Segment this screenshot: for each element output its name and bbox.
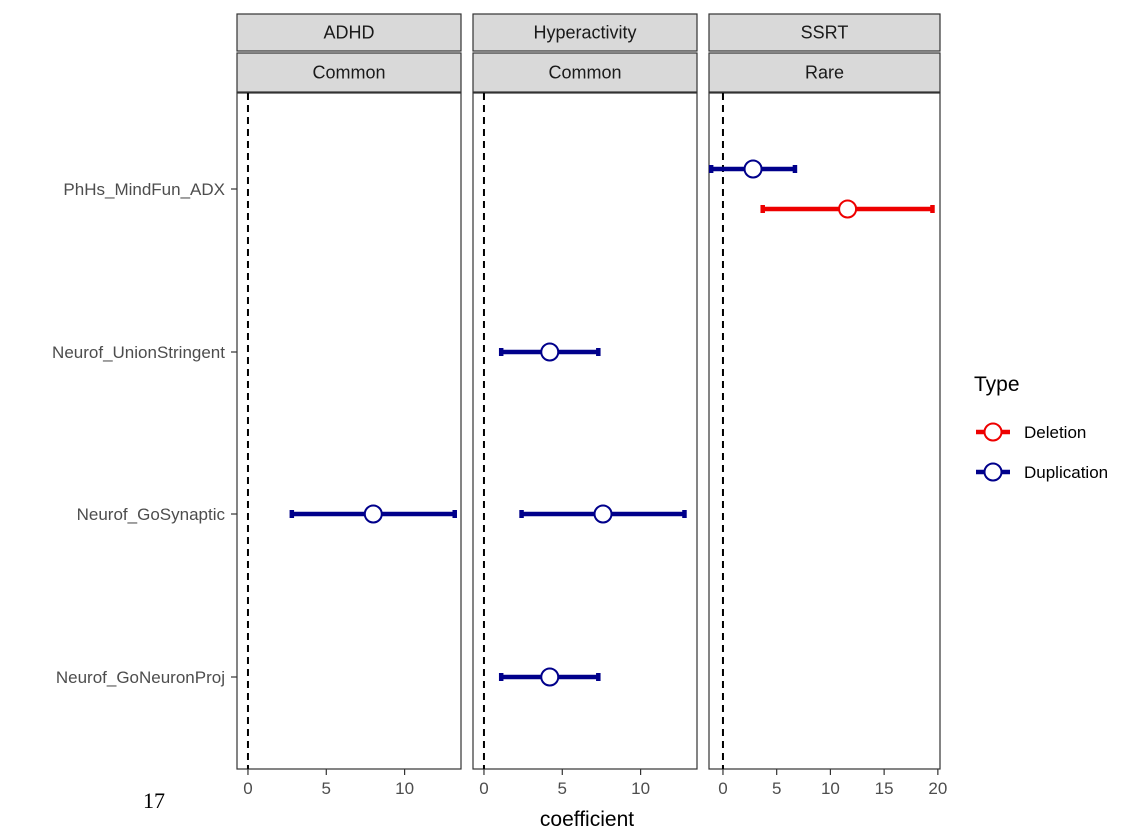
strip-bottom-label: Common bbox=[312, 63, 385, 83]
panel-3: SSRT Rare 0 5 10 15 20 bbox=[708, 13, 947, 798]
strip-top-box bbox=[708, 13, 941, 52]
x-tick-label: 0 bbox=[479, 779, 488, 798]
data-point-duplication bbox=[498, 667, 601, 687]
y-tick-label: Neurof_GoNeuronProj bbox=[56, 668, 225, 687]
data-point-duplication bbox=[708, 159, 798, 179]
x-tick-label: 5 bbox=[558, 779, 567, 798]
y-tick-label: Neurof_GoSynaptic bbox=[77, 505, 226, 524]
estimate-point bbox=[363, 504, 383, 524]
x-tick-label: 15 bbox=[875, 779, 894, 798]
strip-top-box bbox=[472, 13, 698, 52]
x-tick-label: 0 bbox=[243, 779, 252, 798]
legend-entry-deletion: Deletion bbox=[976, 422, 1086, 442]
strip-top-label: Hyperactivity bbox=[533, 23, 636, 43]
estimate-point bbox=[540, 342, 560, 362]
y-tick-label: Neurof_UnionStringent bbox=[52, 343, 225, 362]
panel-border bbox=[236, 92, 462, 770]
legend-label: Deletion bbox=[1024, 423, 1086, 442]
data-point-duplication bbox=[519, 504, 687, 524]
strip-top-label: SSRT bbox=[801, 23, 849, 43]
panel-2: Hyperactivity Common 0 5 10 bbox=[472, 13, 698, 798]
data-point-duplication bbox=[289, 504, 457, 524]
estimate-point bbox=[540, 667, 560, 687]
x-tick-label: 0 bbox=[718, 779, 727, 798]
legend-title: Type bbox=[974, 373, 1020, 396]
panel-1: ADHD Common 0 5 10 bbox=[236, 13, 462, 798]
panel-border bbox=[708, 92, 941, 770]
strip-top-box bbox=[236, 13, 462, 52]
legend-key-point bbox=[983, 422, 1003, 442]
strip-bottom-box bbox=[472, 52, 698, 93]
legend: Type Deletion Duplication bbox=[974, 373, 1108, 482]
x-tick-label: 10 bbox=[631, 779, 650, 798]
legend-entry-duplication: Duplication bbox=[976, 462, 1108, 482]
strip-top-label: ADHD bbox=[323, 23, 374, 43]
panel-border bbox=[472, 92, 698, 770]
data-point-duplication bbox=[498, 342, 601, 362]
estimate-point bbox=[838, 199, 858, 219]
legend-key-point bbox=[983, 462, 1003, 482]
strip-bottom-box bbox=[708, 52, 941, 93]
x-tick-label: 5 bbox=[322, 779, 331, 798]
y-tick-label: PhHs_MindFun_ADX bbox=[63, 180, 225, 199]
x-tick-label: 10 bbox=[821, 779, 840, 798]
legend-label: Duplication bbox=[1024, 463, 1108, 482]
strip-bottom-label: Common bbox=[548, 63, 621, 83]
x-tick-label: 5 bbox=[772, 779, 781, 798]
estimate-point bbox=[743, 159, 763, 179]
y-axis: PhHs_MindFun_ADX Neurof_UnionStringent Neu… bbox=[52, 180, 237, 687]
strip-bottom-label: Rare bbox=[805, 63, 844, 83]
x-tick-label: 10 bbox=[395, 779, 414, 798]
x-axis-title: coefficient bbox=[540, 808, 634, 831]
strip-bottom-box bbox=[236, 52, 462, 93]
page-number: 17 bbox=[143, 788, 165, 813]
estimate-point bbox=[593, 504, 613, 524]
x-tick-label: 20 bbox=[928, 779, 947, 798]
data-point-deletion bbox=[760, 199, 935, 219]
